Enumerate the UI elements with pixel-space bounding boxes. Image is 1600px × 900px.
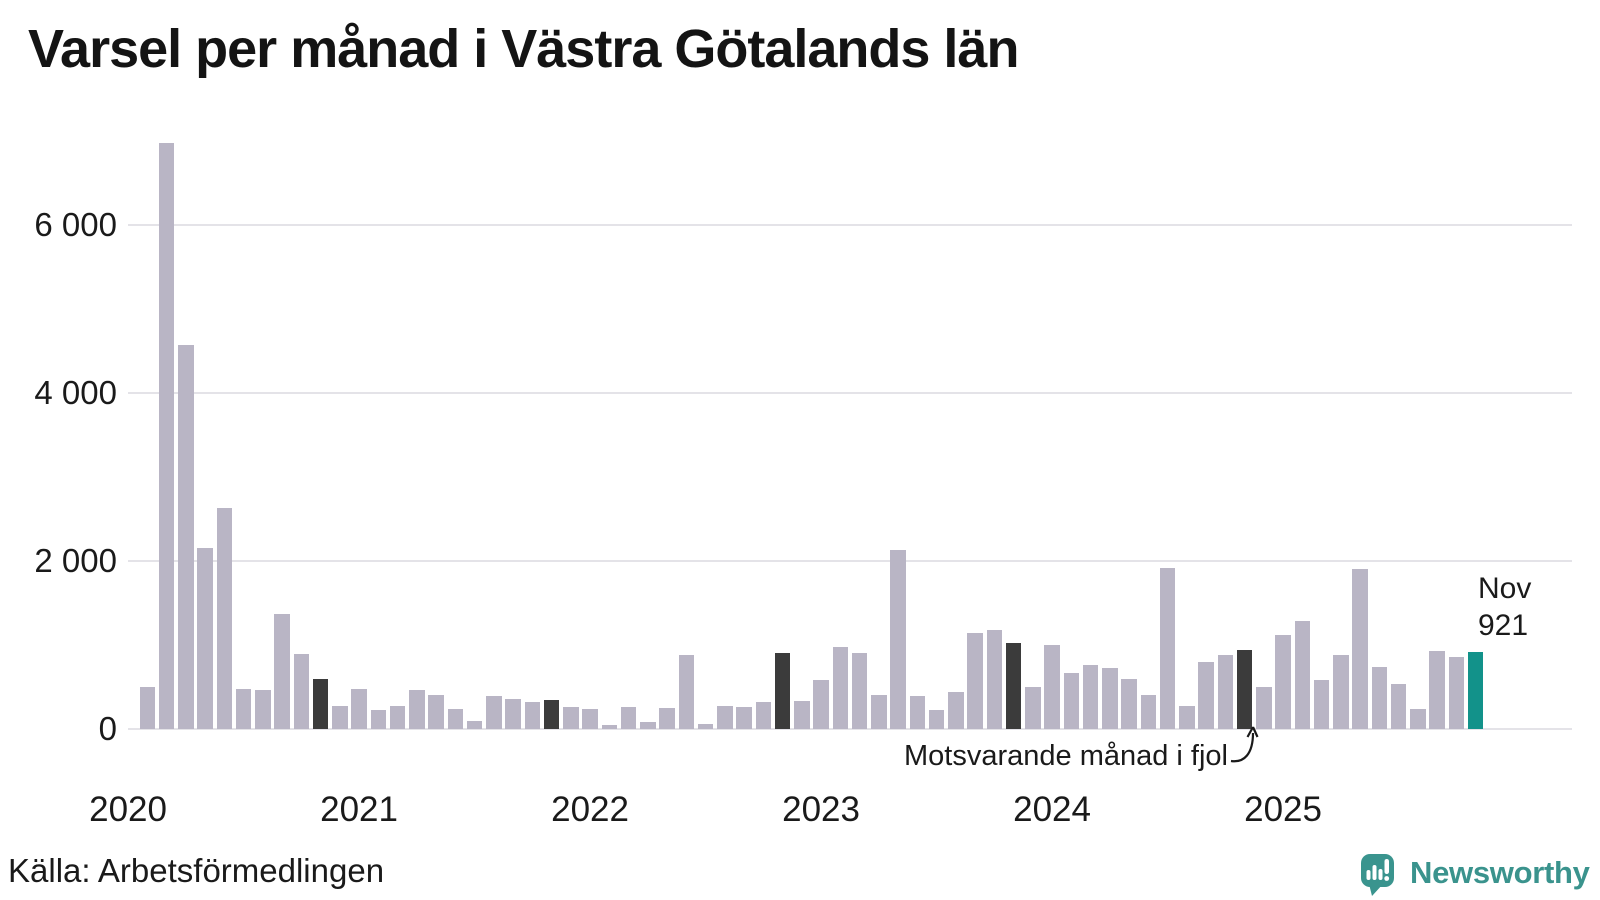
bar-jul-2020	[235, 689, 252, 729]
bar-nov-2025	[1467, 652, 1484, 729]
bar-dec-2020	[332, 706, 348, 729]
bar-feb-2021	[370, 710, 387, 729]
bar-sep-2020	[274, 614, 290, 729]
bar-oct-2023	[986, 630, 1003, 729]
bar-feb-2025	[1294, 621, 1311, 729]
bar-jun-2022	[678, 655, 695, 729]
bar-oct-2021	[524, 702, 541, 729]
bar-may-2021	[428, 695, 444, 729]
x-axis-year-2020: 2020	[89, 790, 167, 829]
bar-aug-2021	[486, 696, 502, 729]
bar-nov-2023	[1005, 643, 1022, 729]
bar-aug-2023	[948, 692, 964, 729]
bar-apr-2022	[640, 722, 656, 729]
bar-jul-2021	[466, 721, 483, 729]
newsworthy-logo-icon	[1361, 854, 1394, 896]
bar-may-2024	[1121, 679, 1137, 729]
bar-jan-2024	[1044, 645, 1060, 729]
latest-value-month: Nov	[1478, 572, 1532, 605]
bar-feb-2023	[832, 647, 849, 729]
bar-aug-2024	[1179, 706, 1195, 729]
gridline-0	[128, 728, 1572, 730]
bar-jan-2021	[351, 689, 367, 729]
bar-aug-2020	[255, 690, 271, 729]
bar-jan-2025	[1275, 635, 1291, 729]
x-axis-year-2021: 2021	[320, 790, 398, 829]
newsworthy-logo-text: Newsworthy	[1410, 855, 1590, 890]
bar-may-2020	[197, 548, 213, 729]
y-axis-tick-label: 0	[98, 710, 117, 747]
bar-nov-2024	[1236, 650, 1253, 729]
y-axis-tick-label: 6 000	[34, 206, 117, 243]
bar-dec-2021	[563, 707, 579, 729]
gridline-6000	[128, 224, 1572, 226]
bar-nov-2022	[774, 653, 791, 729]
gridline-4000	[128, 392, 1572, 394]
bar-may-2023	[890, 550, 906, 729]
bar-nov-2020	[312, 679, 329, 729]
bar-dec-2023	[1025, 687, 1041, 729]
bar-apr-2023	[871, 695, 887, 729]
bar-mar-2022	[620, 707, 637, 729]
bar-oct-2024	[1217, 655, 1234, 729]
bar-mar-2025	[1313, 680, 1330, 729]
bar-apr-2025	[1333, 655, 1349, 729]
annotation-same-month-last-year: Motsvarande månad i fjol	[904, 740, 1228, 772]
x-axis-year-2024: 2024	[1013, 790, 1091, 829]
bar-mar-2021	[389, 706, 406, 729]
bar-mar-2024	[1082, 665, 1099, 729]
x-axis-year-2023: 2023	[782, 790, 860, 829]
bar-jul-2024	[1159, 568, 1176, 729]
page-title: Varsel per månad i Västra Götalands län	[28, 19, 1019, 79]
bar-oct-2022	[755, 702, 772, 729]
x-axis-year-2022: 2022	[551, 790, 629, 829]
bar-jun-2021	[447, 709, 464, 729]
bar-jun-2025	[1371, 667, 1388, 729]
bar-nov-2021	[543, 700, 560, 729]
bar-may-2022	[659, 708, 675, 729]
x-axis-year-2025: 2025	[1244, 790, 1322, 829]
bar-apr-2020	[178, 345, 194, 729]
gridline-2000	[128, 560, 1572, 562]
y-axis-tick-label: 4 000	[34, 374, 117, 411]
bar-feb-2022	[601, 725, 618, 729]
bar-sep-2025	[1429, 651, 1445, 729]
bar-apr-2024	[1102, 668, 1118, 729]
bar-jul-2022	[697, 724, 714, 729]
annotation-arrow-icon	[1230, 726, 1259, 763]
bar-feb-2024	[1063, 673, 1080, 729]
latest-value-label: Nov 921	[1478, 570, 1531, 644]
latest-value-number: 921	[1478, 609, 1529, 642]
bar-jun-2024	[1140, 695, 1157, 729]
bar-sep-2023	[967, 633, 983, 729]
bar-jun-2020	[216, 508, 233, 729]
bar-mar-2020	[158, 143, 175, 729]
bar-aug-2025	[1410, 709, 1426, 729]
source-note: Källa: Arbetsförmedlingen	[8, 852, 385, 889]
bar-jan-2023	[813, 680, 829, 729]
bar-jul-2023	[928, 710, 945, 729]
bar-may-2025	[1352, 569, 1368, 729]
bar-jun-2023	[909, 696, 926, 729]
bar-dec-2024	[1256, 687, 1272, 729]
y-axis-tick-label: 2 000	[34, 542, 117, 579]
bar-sep-2021	[505, 699, 521, 729]
bar-sep-2022	[736, 707, 752, 729]
bar-apr-2021	[409, 690, 425, 729]
bar-oct-2025	[1448, 657, 1465, 729]
newsworthy-logo: Newsworthy	[1360, 853, 1590, 899]
bar-sep-2024	[1198, 662, 1214, 729]
bar-jan-2022	[582, 709, 598, 729]
bar-feb-2020	[139, 687, 156, 729]
bar-aug-2022	[717, 706, 733, 729]
bar-jul-2025	[1390, 684, 1407, 729]
bar-oct-2020	[293, 654, 310, 729]
bar-mar-2023	[851, 653, 868, 729]
bar-dec-2022	[794, 701, 810, 729]
